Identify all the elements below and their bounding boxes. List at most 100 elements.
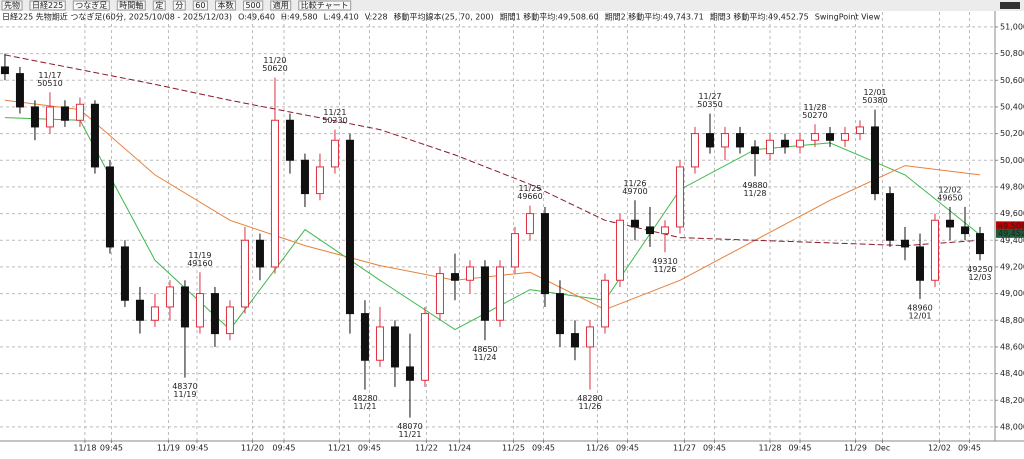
swing-date: 11/19 [188,251,211,260]
swing-date: 11/26 [578,402,601,411]
swing-price: 48070 [397,422,422,431]
toolbar-item[interactable]: つなぎ足 [75,0,107,10]
x-tick-label: 09:45 [958,444,981,453]
candle-body [45,106,54,128]
candle-body [975,233,984,255]
y-tick-label: 49,600 [1000,209,1024,218]
candle-body [855,126,864,135]
candle-body [450,273,459,281]
price-tag [996,228,1024,238]
candle-body [510,233,519,268]
toolbar-item[interactable]: 分 [175,1,183,10]
moving-average-line [4,54,981,247]
candle-body [810,133,819,141]
swing-date: 11/24 [473,353,496,362]
candle-body [390,326,399,368]
toolbar-button[interactable] [192,0,208,11]
swing-price: 50350 [697,100,722,109]
y-tick-label: 51,000 [1000,22,1024,31]
candle-body [570,333,579,348]
swing-date: 11/28 [803,103,826,112]
swing-date: 12/03 [968,273,991,282]
candle-body [840,133,849,141]
toolbar-button[interactable] [214,0,236,11]
toolbar-item[interactable]: 適用 [273,0,289,10]
y-tick-label: 50,800 [1000,49,1024,58]
candle-body [585,326,594,348]
toolbar-button[interactable] [29,0,66,11]
swing-price: 49250 [967,265,992,274]
toolbar-item[interactable]: 500 [245,1,260,10]
toolbar-button[interactable] [116,0,146,11]
candle-body [105,166,114,248]
candle-body [495,266,504,321]
candle-body [690,133,699,168]
candle-body [525,213,534,235]
candle-body [225,306,234,335]
toolbar-item[interactable]: 日経225 [32,0,63,10]
candle-body [270,119,279,268]
swing-price: 48960 [907,303,932,312]
candle-body [90,103,99,168]
swing-price: 50380 [862,96,887,105]
x-tick-label: 11/22 [415,444,438,453]
x-tick-label: 11/18 [73,444,96,453]
x-tick-label: 09:45 [788,444,811,453]
swing-date: 11/21 [323,108,346,117]
candle-body [960,226,969,235]
x-tick-label: 11/19 [157,444,180,453]
candle-body [165,286,174,308]
ohlcv-value: O:49,640 [238,13,275,22]
toolbar-item[interactable]: 本数 [217,0,233,10]
x-tick-label: 09:45 [100,444,123,453]
toolbar-button[interactable] [270,0,292,11]
candle-body [600,279,609,328]
moving-average-line [4,117,981,331]
candle-body [255,239,264,268]
candle-body [435,273,444,315]
candle-body [60,106,69,121]
toolbar-control[interactable] [1000,2,1020,9]
candle-body [885,193,894,241]
toolbar-item[interactable]: 比較チャート [301,0,349,10]
swing-date: 12/01 [908,311,931,320]
candle-body [405,366,414,381]
toolbar-button[interactable] [172,0,186,11]
y-tick-label: 49,000 [1000,289,1024,298]
x-tick-label: 11/27 [673,444,696,453]
candle-body [765,139,774,155]
ohlcv-value: V:228 [365,13,388,22]
toolbar-item[interactable]: 時間軸 [119,0,143,10]
swing-price: 49880 [742,181,767,190]
candle-body [345,139,354,315]
x-tick-label: 11/25 [502,444,525,453]
toolbar-item[interactable]: 先物 [4,0,20,10]
candle-body [645,226,654,235]
toolbar-item[interactable]: 60 [195,1,205,10]
candle-body [675,166,684,228]
x-tick-label: 11/20 [241,444,264,453]
y-tick-label: 50,200 [1000,129,1024,138]
toolbar-button[interactable] [1,0,23,11]
candle-body [930,219,939,281]
toolbar-button[interactable] [152,0,166,11]
y-tick-label: 50,600 [1000,76,1024,85]
x-tick-label: 11/26 [586,444,609,453]
toolbar-button[interactable] [72,0,110,11]
candle-body [705,133,714,148]
toolbar-button[interactable] [298,0,352,11]
candle-body [180,286,189,328]
toolbar-item[interactable]: 定 [155,0,163,10]
y-tick-label: 48,600 [1000,342,1024,351]
ma-label: 移動平均線本(25, 70, 200) [394,12,494,22]
toolbar-bg [0,0,1024,11]
toolbar-button[interactable] [242,0,264,11]
moving-average-line [4,99,981,311]
candle-body [915,246,924,281]
swing-price: 49310 [652,257,677,266]
candle-body [30,106,39,128]
candle-body [150,306,159,321]
swing-date: 12/01 [863,88,886,97]
chart-title: 日経225 先物期近 つなぎ足(60分, 2025/10/08 - 2025/1… [2,12,232,22]
